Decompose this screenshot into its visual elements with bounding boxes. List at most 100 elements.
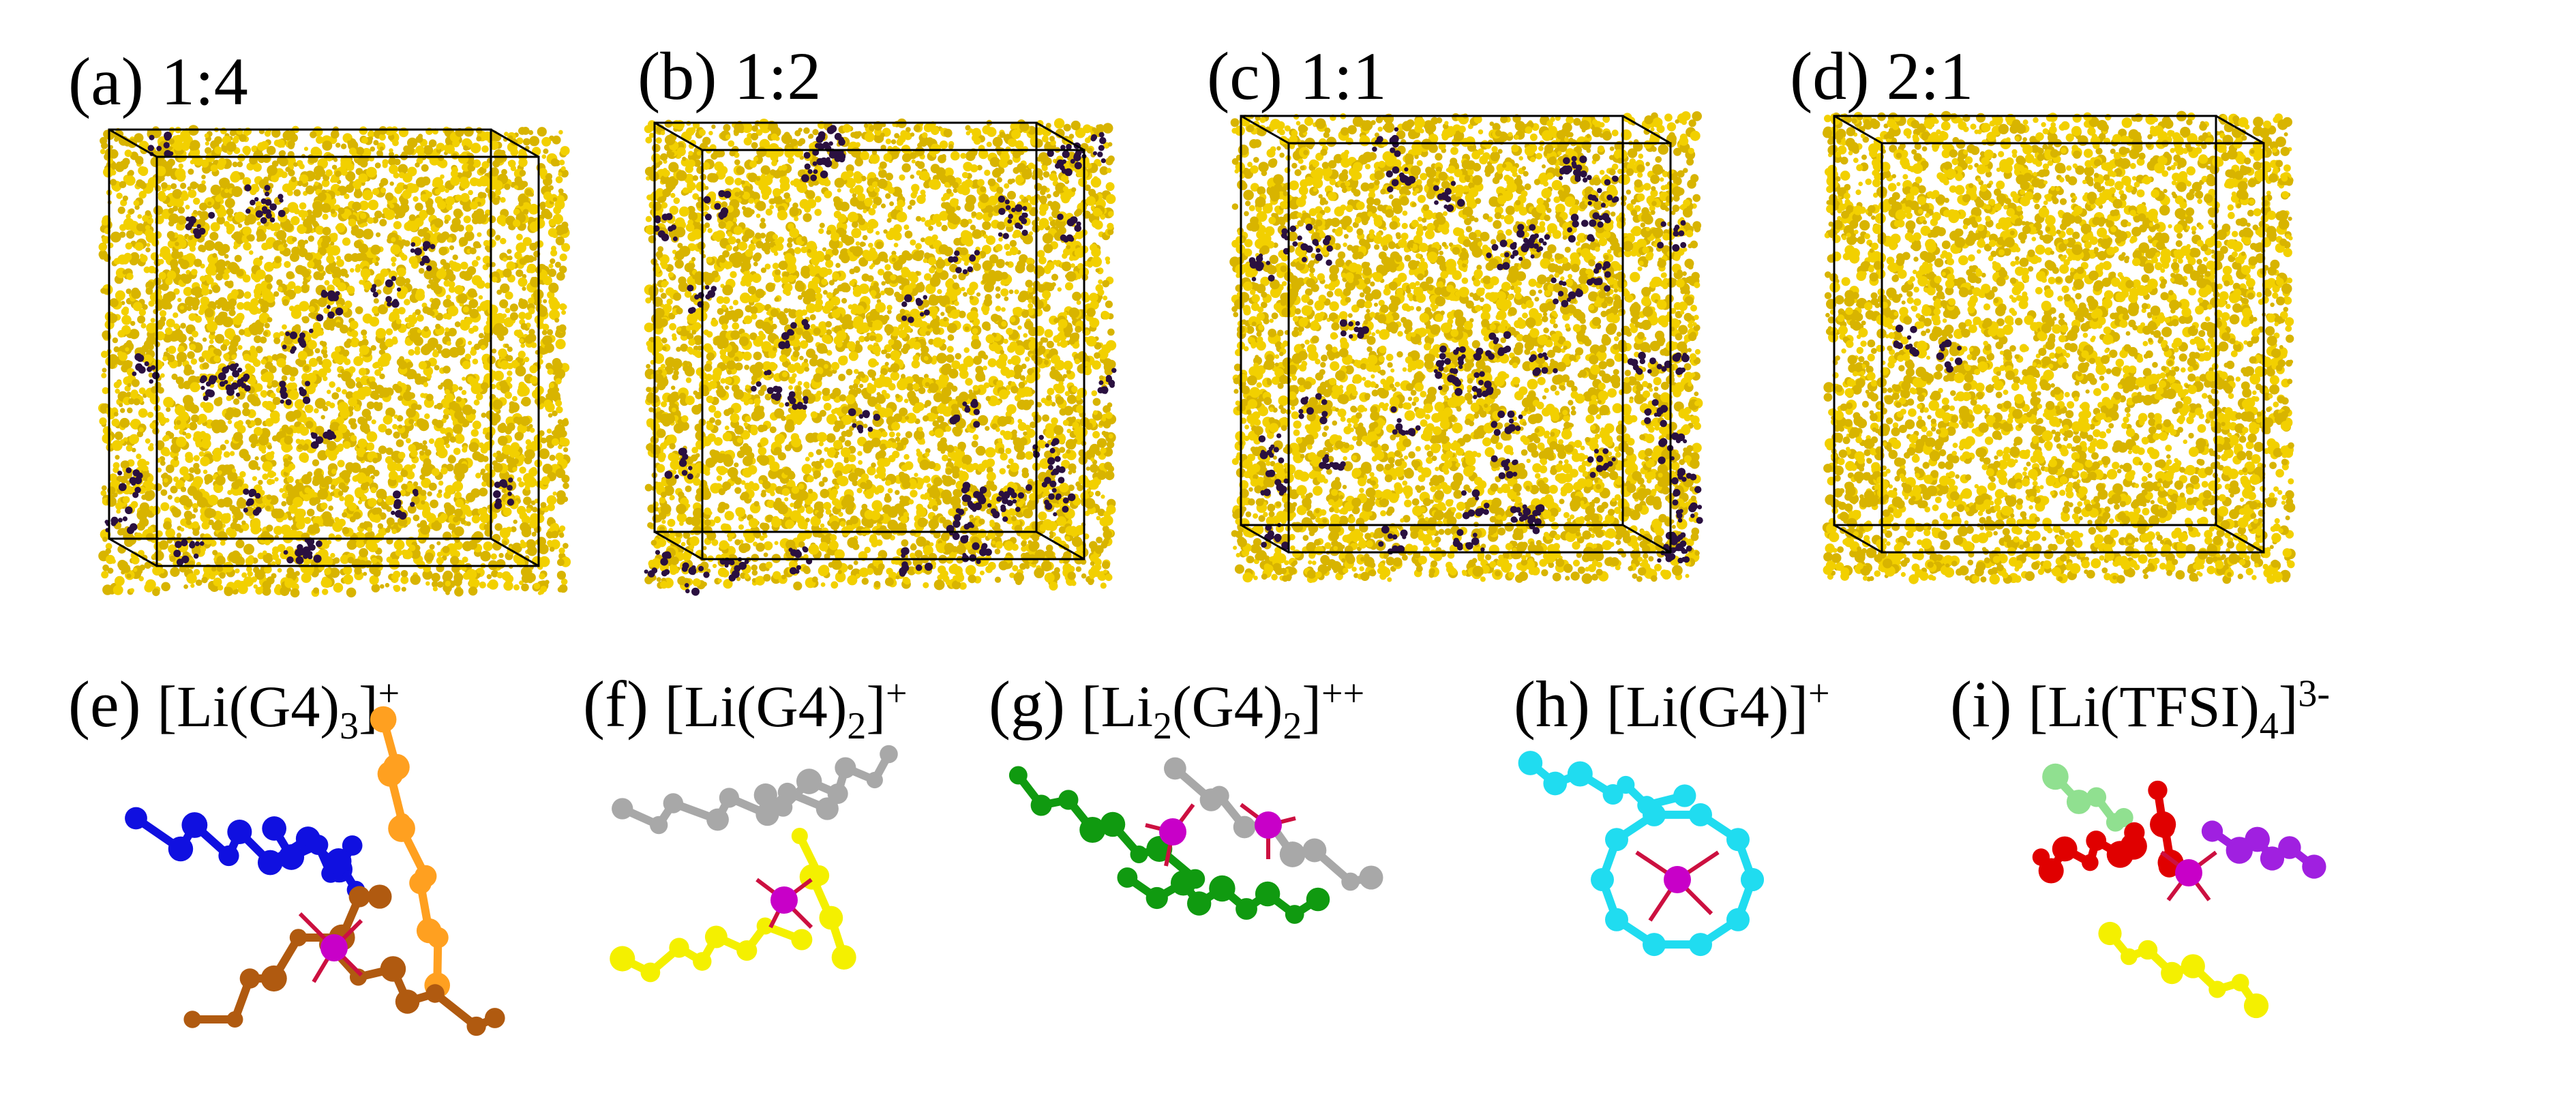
solvent-atom <box>177 239 187 249</box>
solvent-atom <box>325 169 333 177</box>
solvent-atom <box>106 554 115 565</box>
solvent-atom <box>316 136 324 144</box>
solvent-atom <box>297 350 308 361</box>
solvent-atom <box>385 527 391 533</box>
solvent-atom <box>530 466 537 474</box>
anion-atom <box>315 436 324 445</box>
solvent-atom <box>212 284 221 293</box>
solvent-atom <box>109 298 119 308</box>
solvent-atom <box>458 237 468 247</box>
solvent-atom <box>436 541 441 545</box>
solvent-atom <box>230 339 239 348</box>
solvent-atom <box>260 359 267 365</box>
solvent-atom <box>338 490 344 496</box>
solvent-atom <box>393 414 398 419</box>
solvent-atom <box>514 251 522 260</box>
solvent-atom <box>323 376 328 381</box>
solvent-atom <box>887 310 892 314</box>
solvent-atom <box>269 225 276 231</box>
solvent-atom <box>368 477 373 483</box>
solvent-atom <box>358 173 368 183</box>
solvent-atom <box>233 398 240 405</box>
solvent-atom <box>210 184 222 196</box>
solvent-atom <box>546 495 557 505</box>
solvent-atom <box>174 496 181 503</box>
solvent-atom <box>273 526 283 535</box>
solvent-atom <box>158 175 165 182</box>
solvent-atom <box>263 552 273 564</box>
solvent-atom <box>448 522 456 530</box>
solvent-atom <box>539 448 550 460</box>
solvent-atom <box>193 286 202 295</box>
anion-atom <box>285 331 290 336</box>
solvent-atom <box>384 209 395 220</box>
solvent-atom <box>223 353 230 360</box>
solvent-atom <box>422 440 428 445</box>
solvent-atom <box>302 316 310 324</box>
solvent-atom <box>693 335 704 346</box>
solvent-atom <box>222 273 230 280</box>
solvent-atom <box>519 466 526 474</box>
solvent-atom <box>155 331 165 341</box>
solvent-atom <box>375 328 387 339</box>
solvent-atom <box>243 291 252 299</box>
solvent-atom <box>989 237 995 243</box>
solvent-atom <box>440 513 448 521</box>
simulation-box-1-2 <box>644 118 1117 596</box>
solvent-atom <box>153 205 164 215</box>
solvent-atom <box>297 224 307 235</box>
solvent-atom <box>471 275 482 286</box>
solvent-atom <box>261 393 267 398</box>
solvent-atom <box>422 569 433 580</box>
solvent-atom <box>480 550 491 562</box>
solvent-atom <box>138 309 147 316</box>
solvent-atom <box>329 381 335 388</box>
anion-atom <box>188 216 196 224</box>
solvent-atom <box>329 421 341 433</box>
solvent-atom <box>263 565 272 574</box>
solvent-atom <box>380 584 385 589</box>
solvent-atom <box>333 158 338 162</box>
anion-atom <box>282 344 287 350</box>
solvent-atom <box>479 581 486 589</box>
solvent-atom <box>231 584 238 590</box>
solvent-atom <box>275 230 287 241</box>
solvent-atom <box>523 138 530 146</box>
solvent-atom <box>445 327 450 332</box>
solvent-atom <box>119 403 123 408</box>
solvent-atom <box>232 137 239 144</box>
solvent-atom <box>513 219 521 228</box>
solvent-atom <box>398 164 408 175</box>
solvent-atom <box>194 258 203 267</box>
solvent-atom <box>552 197 558 202</box>
solvent-atom <box>122 195 128 201</box>
solvent-atom <box>286 476 294 483</box>
solvent-atom <box>420 194 429 203</box>
solvent-atom <box>523 496 532 505</box>
solvent-atom <box>361 329 368 336</box>
solvent-atom <box>369 381 378 390</box>
solvent-atom <box>192 303 199 311</box>
solvent-atom <box>284 223 293 232</box>
solvent-atom <box>548 228 558 237</box>
solvent-atom <box>281 239 287 244</box>
solvent-atom <box>385 495 395 505</box>
solvent-atom <box>119 417 130 428</box>
solvent-atom <box>336 258 344 267</box>
solvent-atom <box>229 130 237 136</box>
solvent-atom <box>524 357 530 363</box>
solvent-atom <box>232 408 241 418</box>
solvent-atom <box>490 553 497 560</box>
solvent-atom <box>559 265 567 273</box>
solvent-atom <box>443 262 451 270</box>
solvent-atom <box>365 166 377 178</box>
solvent-atom <box>538 430 545 436</box>
solvent-atom <box>166 303 173 310</box>
solvent-atom <box>214 146 222 154</box>
solvent-atom <box>237 223 243 228</box>
solvent-atom <box>524 485 530 491</box>
anion-atom <box>387 301 392 307</box>
solvent-atom <box>145 287 153 295</box>
solvent-atom <box>243 242 252 251</box>
anion-atom <box>226 365 231 370</box>
